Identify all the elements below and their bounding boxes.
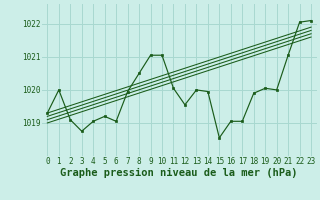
X-axis label: Graphe pression niveau de la mer (hPa): Graphe pression niveau de la mer (hPa)	[60, 168, 298, 178]
